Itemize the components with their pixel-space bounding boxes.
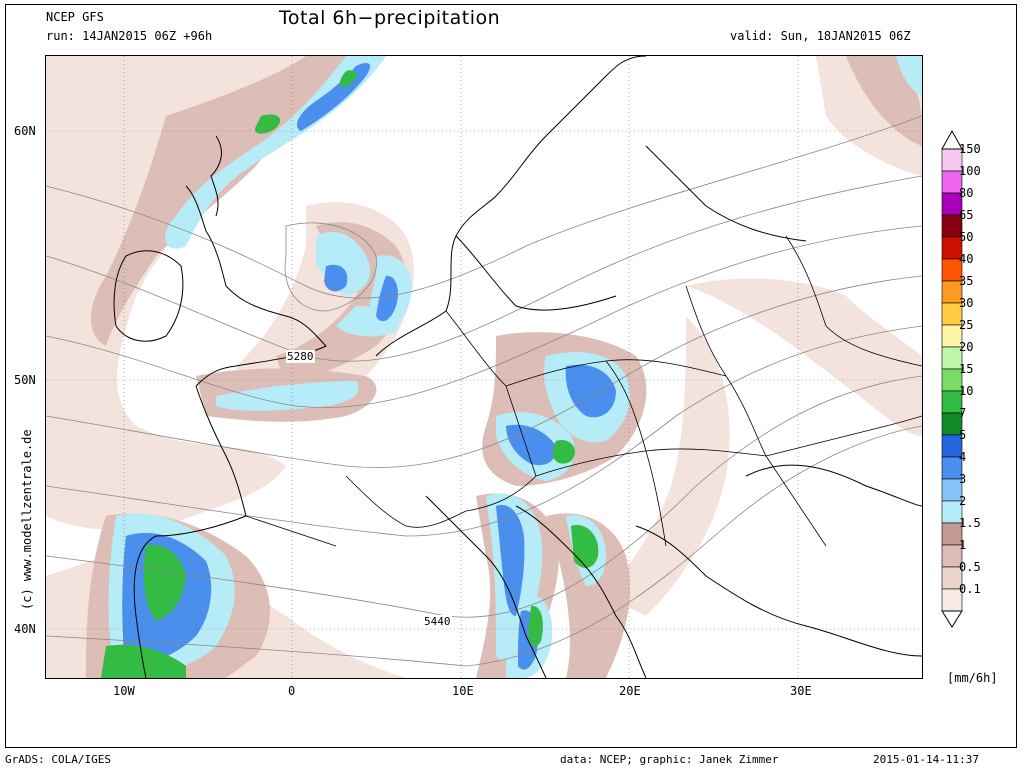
footer-timestamp: 2015-01-14-11:37 — [873, 753, 979, 766]
page-title: Total 6h−precipitation — [279, 7, 501, 29]
contour-label-5440: 5440 — [423, 615, 452, 628]
legend-label: 80 — [959, 186, 974, 200]
lat-label-50n: 50N — [14, 373, 36, 387]
legend-label: 30 — [959, 296, 974, 310]
legend-label: 3 — [959, 472, 967, 486]
legend-bar-svg — [941, 129, 963, 628]
precipitation-map — [45, 55, 923, 679]
legend-label: 1 — [959, 538, 967, 552]
model-name: NCEP GFS — [46, 10, 104, 24]
footer-software: GrADS: COLA/IGES — [5, 753, 111, 766]
legend-label: 5 — [959, 428, 967, 442]
legend-unit: [mm/6h] — [947, 671, 998, 685]
legend-label: 65 — [959, 208, 974, 222]
legend-label: 15 — [959, 362, 974, 376]
map-canvas — [46, 56, 922, 678]
lon-label-0: 0 — [288, 684, 296, 698]
footer-credit: data: NCEP; graphic: Janek Zimmer — [560, 753, 779, 766]
run-info: run: 14JAN2015 06Z +96h — [46, 29, 213, 43]
legend-label: 20 — [959, 340, 974, 354]
legend-label: 150 — [959, 142, 981, 156]
legend-label: 10 — [959, 384, 974, 398]
legend-label: 35 — [959, 274, 974, 288]
legend-colorbar — [940, 129, 964, 628]
legend-label: 4 — [959, 450, 967, 464]
lon-label-10e: 10E — [452, 684, 474, 698]
coastlines — [113, 56, 922, 678]
contour-label-5280: 5280 — [286, 350, 315, 363]
legend-label: 40 — [959, 252, 974, 266]
legend-label: 2 — [959, 494, 967, 508]
legend-label: 1.5 — [959, 516, 981, 530]
legend-top-arrow — [941, 129, 963, 150]
legend-bottom-arrow — [941, 610, 963, 628]
legend-label: 0.5 — [959, 560, 981, 574]
lon-label-10w: 10W — [113, 684, 135, 698]
side-credit: (c) www.modellzentrale.de — [20, 429, 34, 610]
legend-label: 100 — [959, 164, 981, 178]
valid-time: valid: Sun, 18JAN2015 06Z — [730, 29, 911, 43]
lon-label-20e: 20E — [619, 684, 641, 698]
lat-label-40n: 40N — [14, 622, 36, 636]
geopotential-contours — [46, 115, 922, 667]
lat-label-60n: 60N — [14, 124, 36, 138]
legend-label: 50 — [959, 230, 974, 244]
lon-label-30e: 30E — [790, 684, 812, 698]
chart-frame — [5, 4, 1017, 748]
country-borders — [245, 235, 922, 547]
legend-label: 25 — [959, 318, 974, 332]
legend-label: 7 — [959, 406, 967, 420]
legend-label: 0.1 — [959, 582, 981, 596]
